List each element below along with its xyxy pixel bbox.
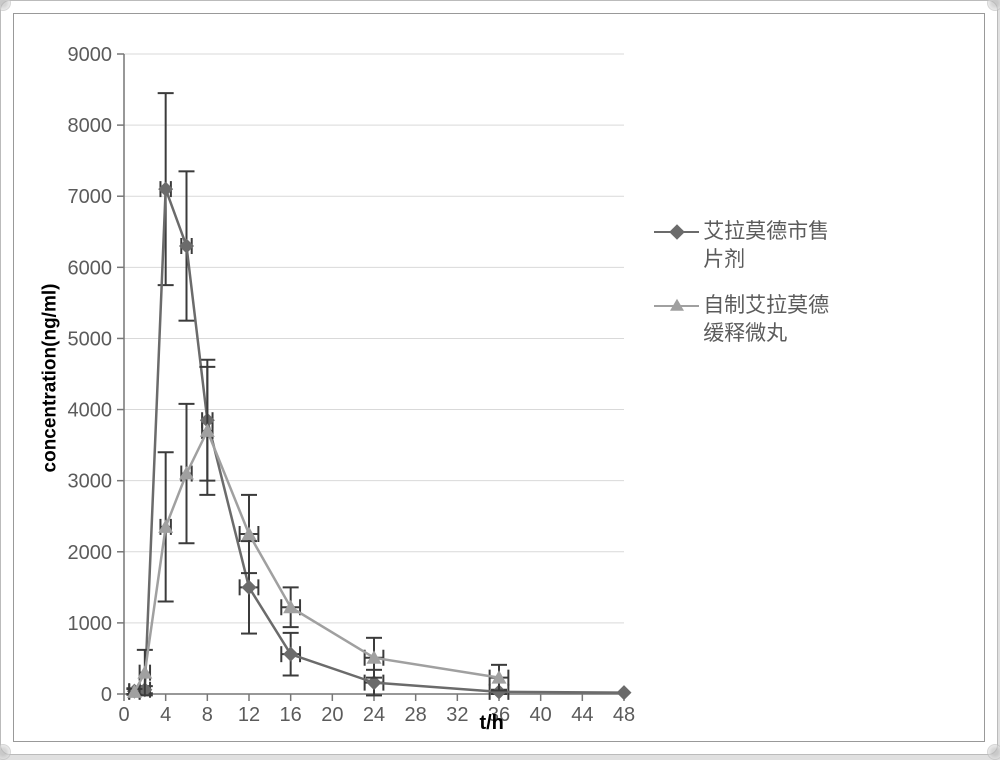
svg-text:12: 12 (238, 704, 260, 726)
y-axis-label: concentration(ng/ml) (39, 283, 61, 472)
svg-text:1000: 1000 (68, 613, 113, 635)
svg-text:4: 4 (160, 704, 171, 726)
legend-swatch (654, 222, 699, 242)
frame-handle (0, 0, 11, 11)
svg-text:4000: 4000 (68, 400, 113, 422)
svg-text:8: 8 (202, 704, 213, 726)
svg-text:5000: 5000 (68, 328, 113, 350)
svg-text:3000: 3000 (68, 471, 113, 493)
svg-text:16: 16 (280, 704, 302, 726)
svg-text:20: 20 (321, 704, 343, 726)
legend-label: 艾拉莫德市售片剂 (703, 218, 843, 274)
svg-text:32: 32 (446, 704, 468, 726)
legend-label: 自制艾拉莫德缓释微丸 (703, 292, 843, 348)
svg-text:9000: 9000 (68, 44, 113, 66)
legend-swatch (654, 296, 699, 316)
legend-item: 自制艾拉莫德缓释微丸 (654, 292, 843, 348)
concentration-chart: 0100020003000400050006000700080009000048… (14, 14, 984, 741)
svg-text:40: 40 (530, 704, 552, 726)
svg-text:0: 0 (101, 684, 112, 706)
svg-text:44: 44 (571, 704, 593, 726)
image-frame: 0100020003000400050006000700080009000048… (0, 0, 998, 755)
chart-container: 0100020003000400050006000700080009000048… (13, 13, 985, 742)
frame-handle (987, 744, 1000, 760)
svg-text:7000: 7000 (68, 186, 113, 208)
frame-handle (0, 744, 11, 760)
legend-item: 艾拉莫德市售片剂 (654, 218, 843, 274)
svg-text:24: 24 (363, 704, 385, 726)
x-axis-label: t/h (479, 712, 503, 735)
svg-text:0: 0 (118, 704, 129, 726)
frame-handle (987, 0, 1000, 11)
svg-text:8000: 8000 (68, 115, 113, 137)
chart-legend: 艾拉莫德市售片剂自制艾拉莫德缓释微丸 (654, 218, 843, 366)
svg-text:6000: 6000 (68, 257, 113, 279)
svg-text:28: 28 (405, 704, 427, 726)
svg-text:48: 48 (613, 704, 635, 726)
svg-text:2000: 2000 (68, 542, 113, 564)
